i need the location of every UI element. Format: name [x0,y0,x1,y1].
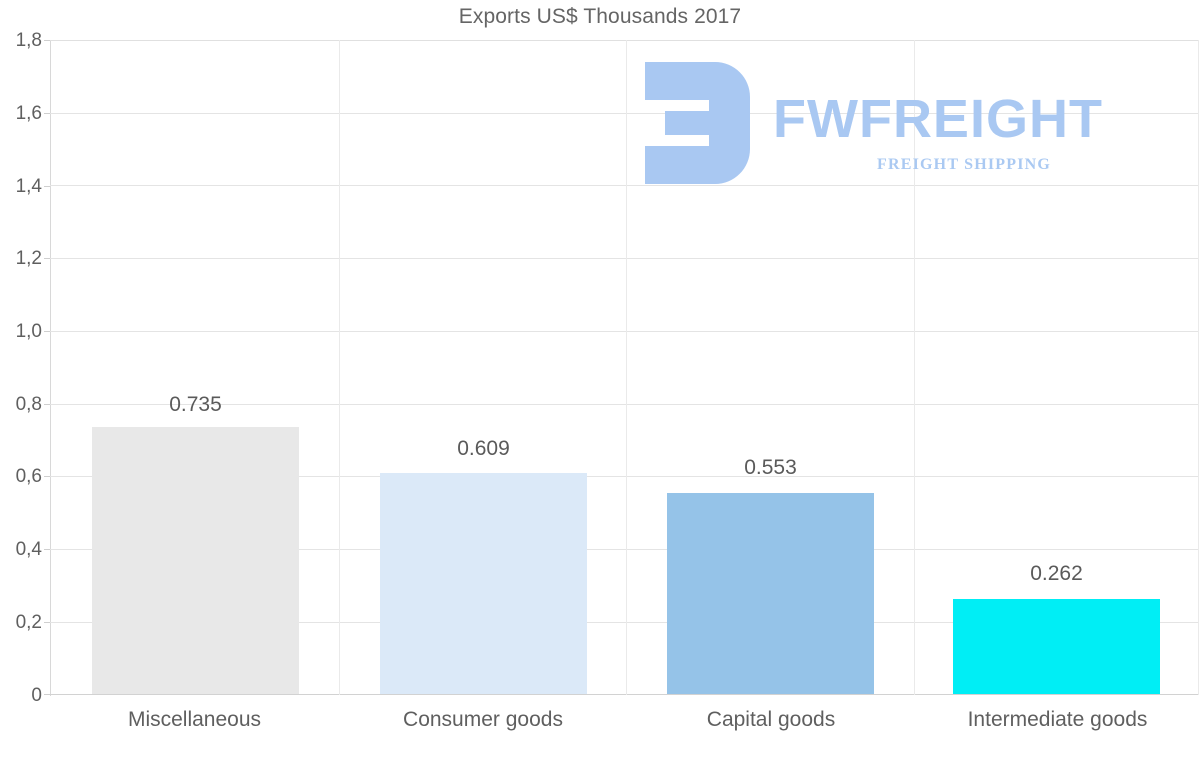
y-tick-mark-0 [44,694,50,695]
y-tick-label-1-0: 1,0 [15,321,42,342]
gridline-0-4 [50,549,1199,550]
bar-intermediate-goods[interactable] [953,599,1160,694]
y-tick-mark-1-0 [44,331,50,332]
y-tick-label-0-6: 0,6 [15,466,42,487]
gridline-0-8 [50,404,1199,405]
y-tick-mark-1-6 [44,113,50,114]
gridline-0-6 [50,476,1199,477]
y-tick-mark-1-2 [44,258,50,259]
gridline-0-2 [50,622,1199,623]
bar-value-label-miscellaneous: 0.735 [169,393,222,416]
bar-capital-goods[interactable] [667,493,874,694]
gridline-1-8 [50,40,1199,41]
x-axis-line [50,694,1199,695]
x-category-label-intermediate-goods: Intermediate goods [967,708,1148,731]
gridline-vertical-2 [626,40,627,695]
gridline-1-2 [50,258,1199,259]
y-tick-label-1-4: 1,4 [15,176,42,197]
bar-miscellaneous[interactable] [92,427,299,694]
y-tick-label-0-2: 0,2 [15,612,42,633]
y-axis-line [50,40,51,696]
gridline-vertical-3 [914,40,915,695]
y-tick-label-1-8: 1,8 [15,30,42,51]
y-tick-label-0-4: 0,4 [15,539,42,560]
y-tick-label-1-2: 1,2 [15,248,42,269]
y-tick-label-1-6: 1,6 [15,103,42,124]
bar-value-label-intermediate-goods: 0.262 [1030,562,1083,585]
bar-value-label-capital-goods: 0.553 [744,456,797,479]
gridline-1-0 [50,331,1199,332]
bar-consumer-goods[interactable] [380,473,587,694]
x-category-label-miscellaneous: Miscellaneous [127,708,262,731]
plot-area [50,40,1199,695]
gridline-1-4 [50,185,1199,186]
x-category-label-capital-goods: Capital goods [706,708,836,731]
y-tick-mark-1-4 [44,186,50,187]
y-tick-mark-0-8 [44,404,50,405]
y-tick-mark-1-8 [44,40,50,41]
chart-title: Exports US$ Thousands 2017 [458,5,742,28]
gridline-vertical-4 [1198,40,1199,695]
x-category-label-consumer-goods: Consumer goods [403,708,563,731]
y-tick-mark-0-6 [44,476,50,477]
y-tick-mark-0-2 [44,622,50,623]
gridline-vertical-1 [339,40,340,695]
y-tick-mark-0-4 [44,549,50,550]
bar-value-label-consumer-goods: 0.609 [457,437,510,460]
y-tick-label-0: 0 [31,685,42,706]
gridline-1-6 [50,113,1199,114]
y-tick-label-0-8: 0,8 [15,394,42,415]
